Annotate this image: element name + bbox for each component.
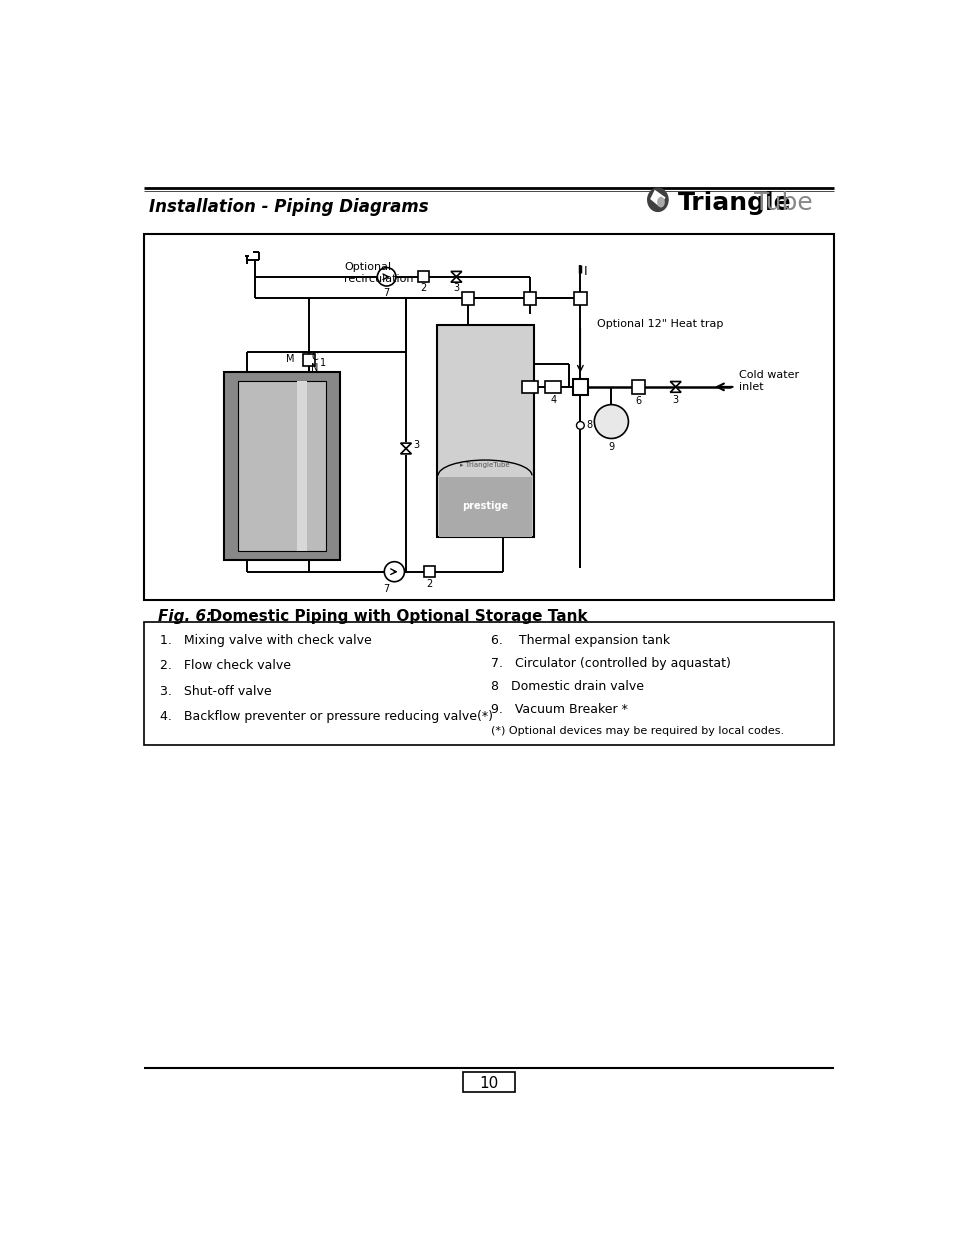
Polygon shape <box>400 443 411 454</box>
Bar <box>463 1072 514 1092</box>
Circle shape <box>576 421 583 430</box>
Text: N: N <box>311 363 318 373</box>
Bar <box>461 293 474 305</box>
Text: 6.    Thermal expansion tank: 6. Thermal expansion tank <box>491 634 670 647</box>
Text: 3: 3 <box>672 395 678 405</box>
Polygon shape <box>649 190 665 206</box>
Text: Tube: Tube <box>753 190 812 215</box>
Text: 3.   Shut-off valve: 3. Shut-off valve <box>159 685 271 698</box>
Text: Installation - Piping Diagrams: Installation - Piping Diagrams <box>149 199 428 216</box>
Text: 3: 3 <box>414 441 419 451</box>
Circle shape <box>384 562 404 582</box>
Text: 9: 9 <box>608 442 614 452</box>
Text: prestige: prestige <box>461 501 508 511</box>
Text: Optional
recirculation: Optional recirculation <box>344 262 413 284</box>
Circle shape <box>377 268 395 287</box>
Circle shape <box>594 405 628 438</box>
Text: 7.   Circulator (controlled by aquastat): 7. Circulator (controlled by aquastat) <box>491 657 730 671</box>
Text: 10: 10 <box>478 1076 498 1092</box>
Text: 8   Domestic drain valve: 8 Domestic drain valve <box>491 680 643 693</box>
Bar <box>545 380 560 393</box>
Bar <box>436 325 534 537</box>
Text: 6: 6 <box>635 396 640 406</box>
Text: 1.   Mixing valve with check valve: 1. Mixing valve with check valve <box>159 634 371 647</box>
Bar <box>144 621 833 745</box>
Text: (*) Optional devices may be required by local codes.: (*) Optional devices may be required by … <box>491 726 783 736</box>
Text: Triangle: Triangle <box>678 190 791 215</box>
Ellipse shape <box>657 196 664 207</box>
Text: 1: 1 <box>319 358 326 368</box>
Text: Fig. 6:: Fig. 6: <box>158 609 212 625</box>
Text: Domestic Piping with Optional Storage Tank: Domestic Piping with Optional Storage Ta… <box>199 609 587 625</box>
Bar <box>438 477 532 537</box>
Text: Optional 12" Heat trap: Optional 12" Heat trap <box>597 319 723 330</box>
Text: 2: 2 <box>426 579 432 589</box>
Text: 3: 3 <box>453 283 459 293</box>
Text: 2: 2 <box>420 283 427 293</box>
Bar <box>418 272 429 282</box>
Bar <box>297 380 307 551</box>
Polygon shape <box>451 272 461 282</box>
Text: 8: 8 <box>586 420 592 431</box>
Text: 4: 4 <box>550 395 556 405</box>
Bar <box>224 372 340 561</box>
Text: 2.   Flow check valve: 2. Flow check valve <box>159 659 291 673</box>
Bar <box>237 380 326 551</box>
Text: 7: 7 <box>383 288 390 298</box>
Ellipse shape <box>646 188 668 212</box>
Bar <box>572 379 587 395</box>
Bar <box>523 293 536 305</box>
Text: M: M <box>286 353 294 364</box>
Bar <box>521 380 537 393</box>
Text: 7: 7 <box>383 584 390 594</box>
Bar <box>631 380 645 394</box>
Text: I: I <box>583 266 587 278</box>
Polygon shape <box>670 382 680 393</box>
Bar <box>144 235 833 600</box>
Bar <box>574 293 586 305</box>
Bar <box>423 567 435 577</box>
Text: ▸ TriangleTube: ▸ TriangleTube <box>459 462 509 468</box>
Bar <box>303 353 315 366</box>
Text: C: C <box>311 352 318 362</box>
Text: 4.   Backflow preventer or pressure reducing valve(*): 4. Backflow preventer or pressure reduci… <box>159 710 492 724</box>
Text: Cold water
inlet: Cold water inlet <box>739 370 799 391</box>
Text: 9.   Vacuum Breaker *: 9. Vacuum Breaker * <box>491 704 627 716</box>
